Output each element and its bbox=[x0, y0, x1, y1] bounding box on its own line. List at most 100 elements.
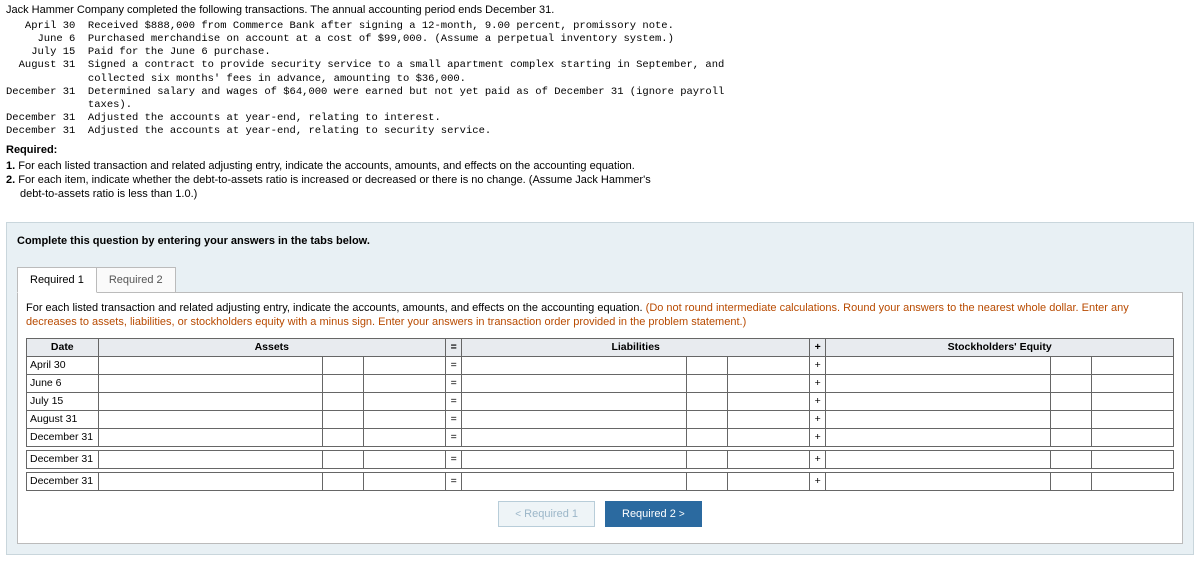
asset-account[interactable] bbox=[98, 450, 323, 468]
se-amount-input[interactable] bbox=[1095, 475, 1170, 487]
liab-sign-input[interactable] bbox=[690, 453, 724, 465]
se-amount[interactable] bbox=[1092, 374, 1174, 392]
se-account-input[interactable] bbox=[829, 453, 1047, 465]
asset-amount[interactable] bbox=[364, 374, 446, 392]
se-sign[interactable] bbox=[1051, 374, 1092, 392]
se-sign-input[interactable] bbox=[1054, 475, 1088, 487]
liab-account-input[interactable] bbox=[465, 475, 683, 487]
liab-sign[interactable] bbox=[687, 450, 728, 468]
asset-sign[interactable] bbox=[323, 410, 364, 428]
se-amount[interactable] bbox=[1092, 450, 1174, 468]
se-account[interactable] bbox=[826, 392, 1051, 410]
asset-amount-input[interactable] bbox=[367, 475, 442, 487]
asset-account[interactable] bbox=[98, 410, 323, 428]
se-sign[interactable] bbox=[1051, 410, 1092, 428]
liab-amount-input[interactable] bbox=[731, 377, 806, 389]
se-amount[interactable] bbox=[1092, 356, 1174, 374]
asset-account[interactable] bbox=[98, 356, 323, 374]
liab-account[interactable] bbox=[462, 356, 687, 374]
liab-account[interactable] bbox=[462, 410, 687, 428]
asset-amount-input[interactable] bbox=[367, 359, 442, 371]
se-account[interactable] bbox=[826, 472, 1051, 490]
asset-sign-input[interactable] bbox=[326, 377, 360, 389]
liab-account-input[interactable] bbox=[465, 377, 683, 389]
liab-amount-input[interactable] bbox=[731, 413, 806, 425]
liab-account-input[interactable] bbox=[465, 413, 683, 425]
se-sign-input[interactable] bbox=[1054, 431, 1088, 443]
se-account[interactable] bbox=[826, 410, 1051, 428]
asset-amount-input[interactable] bbox=[367, 395, 442, 407]
liab-sign-input[interactable] bbox=[690, 377, 724, 389]
asset-sign[interactable] bbox=[323, 374, 364, 392]
asset-account-input[interactable] bbox=[102, 453, 320, 465]
se-sign[interactable] bbox=[1051, 356, 1092, 374]
asset-amount-input[interactable] bbox=[367, 453, 442, 465]
asset-amount-input[interactable] bbox=[367, 377, 442, 389]
liab-amount-input[interactable] bbox=[731, 453, 806, 465]
asset-amount-input[interactable] bbox=[367, 413, 442, 425]
asset-amount[interactable] bbox=[364, 472, 446, 490]
se-amount[interactable] bbox=[1092, 392, 1174, 410]
se-sign[interactable] bbox=[1051, 392, 1092, 410]
liab-account[interactable] bbox=[462, 374, 687, 392]
liab-amount-input[interactable] bbox=[731, 395, 806, 407]
asset-sign-input[interactable] bbox=[326, 475, 360, 487]
se-amount[interactable] bbox=[1092, 410, 1174, 428]
liab-account[interactable] bbox=[462, 472, 687, 490]
liab-account[interactable] bbox=[462, 428, 687, 446]
se-sign-input[interactable] bbox=[1054, 359, 1088, 371]
asset-account-input[interactable] bbox=[102, 413, 320, 425]
se-sign-input[interactable] bbox=[1054, 395, 1088, 407]
asset-account-input[interactable] bbox=[102, 431, 320, 443]
se-account-input[interactable] bbox=[829, 431, 1047, 443]
liab-sign[interactable] bbox=[687, 374, 728, 392]
prev-button[interactable]: < Required 1 bbox=[498, 501, 595, 527]
se-amount-input[interactable] bbox=[1095, 413, 1170, 425]
liab-amount[interactable] bbox=[728, 450, 810, 468]
asset-sign[interactable] bbox=[323, 450, 364, 468]
liab-amount[interactable] bbox=[728, 472, 810, 490]
se-account[interactable] bbox=[826, 450, 1051, 468]
se-amount-input[interactable] bbox=[1095, 395, 1170, 407]
liab-account[interactable] bbox=[462, 392, 687, 410]
asset-sign-input[interactable] bbox=[326, 359, 360, 371]
liab-sign-input[interactable] bbox=[690, 395, 724, 407]
liab-sign-input[interactable] bbox=[690, 359, 724, 371]
asset-sign[interactable] bbox=[323, 428, 364, 446]
liab-account-input[interactable] bbox=[465, 395, 683, 407]
se-amount-input[interactable] bbox=[1095, 377, 1170, 389]
asset-account[interactable] bbox=[98, 428, 323, 446]
asset-account-input[interactable] bbox=[102, 475, 320, 487]
liab-account-input[interactable] bbox=[465, 453, 683, 465]
se-sign-input[interactable] bbox=[1054, 413, 1088, 425]
se-sign[interactable] bbox=[1051, 450, 1092, 468]
se-account-input[interactable] bbox=[829, 475, 1047, 487]
liab-amount-input[interactable] bbox=[731, 431, 806, 443]
se-account[interactable] bbox=[826, 356, 1051, 374]
asset-sign-input[interactable] bbox=[326, 431, 360, 443]
se-account-input[interactable] bbox=[829, 395, 1047, 407]
se-amount-input[interactable] bbox=[1095, 431, 1170, 443]
liab-sign[interactable] bbox=[687, 410, 728, 428]
liab-sign-input[interactable] bbox=[690, 475, 724, 487]
se-amount[interactable] bbox=[1092, 472, 1174, 490]
tab-required-1[interactable]: Required 1 bbox=[17, 267, 97, 293]
next-button[interactable]: Required 2 > bbox=[605, 501, 702, 527]
liab-sign[interactable] bbox=[687, 392, 728, 410]
liab-amount[interactable] bbox=[728, 374, 810, 392]
se-amount-input[interactable] bbox=[1095, 359, 1170, 371]
se-sign-input[interactable] bbox=[1054, 377, 1088, 389]
se-account[interactable] bbox=[826, 428, 1051, 446]
asset-account[interactable] bbox=[98, 392, 323, 410]
liab-sign-input[interactable] bbox=[690, 413, 724, 425]
se-account-input[interactable] bbox=[829, 413, 1047, 425]
asset-account[interactable] bbox=[98, 374, 323, 392]
liab-account[interactable] bbox=[462, 450, 687, 468]
se-account[interactable] bbox=[826, 374, 1051, 392]
asset-amount[interactable] bbox=[364, 410, 446, 428]
liab-amount[interactable] bbox=[728, 410, 810, 428]
liab-amount-input[interactable] bbox=[731, 359, 806, 371]
asset-sign[interactable] bbox=[323, 356, 364, 374]
liab-amount-input[interactable] bbox=[731, 475, 806, 487]
liab-sign-input[interactable] bbox=[690, 431, 724, 443]
